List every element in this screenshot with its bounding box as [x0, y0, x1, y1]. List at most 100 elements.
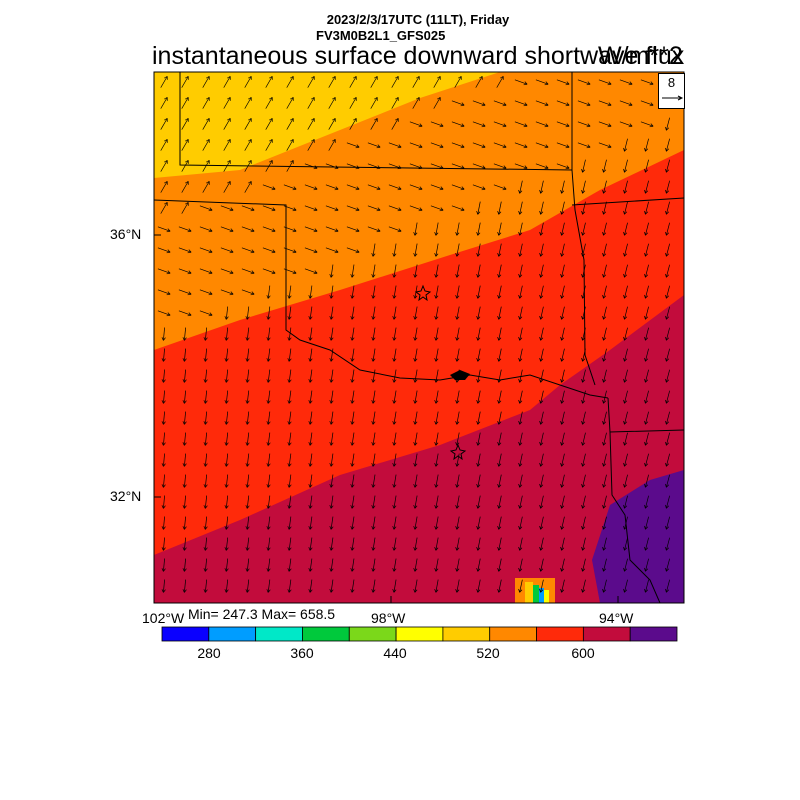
wind-arrow-head — [161, 589, 164, 593]
wind-arrow — [519, 390, 523, 404]
wind-arrow-head — [203, 547, 206, 551]
wind-arrow-head — [586, 146, 591, 149]
wind-arrow-head — [308, 505, 311, 509]
wind-arrow-head — [224, 316, 227, 320]
wind-arrow-head — [208, 230, 213, 233]
wind-arrow-head — [245, 442, 248, 446]
wind-arrow — [477, 243, 481, 257]
wind-arrow-head — [518, 189, 520, 194]
wind-arrow-head — [164, 76, 168, 79]
wind-arrow-head — [645, 463, 649, 467]
wind-arrow-head — [163, 379, 166, 383]
wind-arrow — [372, 495, 376, 509]
wind-arrow-head — [271, 230, 276, 233]
wind-arrow — [393, 327, 397, 341]
wind-arrow — [393, 369, 397, 383]
wind-arrow — [325, 226, 339, 232]
colorbar-swatch — [208, 626, 257, 642]
wind-arrow-head — [350, 400, 353, 404]
wind-arrow-head — [539, 546, 541, 551]
wind-arrow — [498, 579, 502, 593]
wind-arrow-head — [392, 316, 395, 320]
wind-arrow-head — [456, 232, 460, 236]
wind-arrow-head — [456, 358, 460, 362]
wind-arrow-head — [477, 400, 481, 404]
wind-arrow — [561, 264, 565, 278]
wind-arrow — [372, 390, 376, 404]
colorbar-swatch — [489, 626, 537, 642]
wind-arrow-head — [329, 337, 332, 341]
wind-arrow-head — [476, 336, 479, 341]
wind-arrow-head — [503, 123, 507, 127]
wind-arrow-head — [644, 252, 646, 257]
wind-arrow-head — [351, 379, 355, 383]
wind-arrow — [288, 516, 292, 530]
wind-arrow-head — [208, 293, 213, 296]
colorbar-label-280: 280 — [197, 645, 221, 661]
wind-arrow — [330, 348, 334, 362]
wind-arrow — [535, 142, 549, 148]
wind-arrow — [307, 139, 315, 151]
wind-arrow-head — [435, 463, 439, 467]
wind-arrow-head — [293, 228, 297, 232]
wind-arrow-head — [603, 358, 607, 362]
wind-arrow — [267, 516, 271, 530]
wind-arrow-head — [293, 249, 297, 253]
wind-arrow-head — [624, 190, 628, 194]
wind-arrow-head — [460, 125, 465, 128]
wind-arrow-head — [581, 525, 583, 530]
wind-arrow-head — [167, 228, 171, 232]
wind-arrow-head — [540, 505, 544, 509]
wind-arrow-head — [397, 146, 402, 149]
wind-arrow-head — [455, 315, 458, 320]
wind-arrow-head — [314, 270, 318, 274]
wind-arrow-head — [392, 547, 395, 551]
wind-arrow-head — [419, 144, 423, 148]
wind-arrow-head — [461, 144, 465, 148]
wind-arrow-head — [248, 181, 252, 184]
wind-arrow-head — [203, 379, 206, 383]
wind-arrow-head — [377, 144, 381, 148]
wind-arrow-head — [313, 188, 318, 191]
wind-arrow-head — [351, 442, 355, 446]
wind-arrow-head — [582, 169, 586, 173]
wind-arrow-head — [602, 378, 604, 383]
wind-arrow-head — [393, 484, 397, 488]
wind-arrow — [556, 79, 570, 85]
wind-arrow — [561, 390, 565, 404]
wind-arrow-head — [184, 463, 187, 467]
colorbar-label-360: 360 — [290, 645, 314, 661]
wind-arrow-head — [230, 207, 234, 211]
wind-arrow — [535, 121, 549, 127]
wind-arrow-head — [225, 484, 229, 488]
wind-arrow-head — [519, 190, 523, 194]
wind-arrow-head — [372, 274, 376, 278]
wind-arrow-head — [497, 336, 500, 341]
wind-arrow-head — [518, 567, 520, 572]
wind-arrow-head — [290, 118, 294, 121]
wind-arrow — [246, 432, 250, 446]
wind-arrow — [246, 453, 250, 467]
wind-arrow — [409, 205, 423, 211]
wind-arrow-head — [498, 463, 502, 467]
wind-arrow-head — [561, 463, 565, 467]
wind-arrow — [304, 247, 318, 253]
wind-arrow-head — [434, 399, 437, 404]
wind-arrow-head — [161, 358, 164, 362]
wind-arrow-head — [560, 294, 562, 299]
wind-arrow-head — [582, 211, 586, 215]
wind-arrow-head — [481, 146, 486, 149]
wind-arrow — [351, 327, 355, 341]
wind-arrow-head — [560, 441, 562, 446]
wind-arrow — [225, 474, 229, 488]
wind-arrow-head — [413, 231, 416, 236]
wind-arrow — [624, 453, 628, 467]
wind-arrow-head — [497, 273, 500, 278]
wind-arrow-head — [586, 104, 591, 107]
wind-arrow-head — [498, 211, 502, 215]
wind-arrow-head — [539, 441, 541, 446]
wind-arrow — [582, 495, 586, 509]
wind-arrow-head — [161, 526, 164, 530]
wind-arrow-head — [666, 421, 670, 425]
wind-arrow-head — [665, 357, 667, 362]
